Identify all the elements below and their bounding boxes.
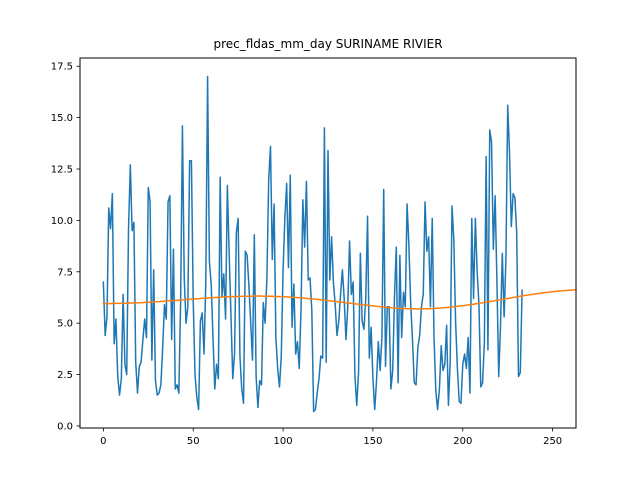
plot-area: [102, 75, 577, 413]
series-line-2: [102, 289, 577, 310]
y-tick-label: 2.5: [57, 370, 73, 381]
y-tick-label: 15.0: [51, 113, 73, 124]
y-tick-label: 7.5: [57, 267, 73, 278]
x-tick-label: 150: [363, 436, 382, 447]
y-axis: 0.0 2.5 5.0 7.5 10.0 12.5 15.0 17.5: [51, 62, 80, 432]
x-tick-label: 100: [274, 436, 293, 447]
x-tick-label: 50: [187, 436, 200, 447]
x-tick-label: 0: [100, 436, 106, 447]
chart-title: prec_fldas_mm_day SURINAME RIVIER: [213, 37, 442, 51]
y-tick-label: 10.0: [51, 216, 73, 227]
x-tick-label: 200: [453, 436, 472, 447]
y-tick-label: 5.0: [57, 319, 73, 330]
y-tick-label: 17.5: [51, 62, 73, 73]
y-tick-label: 0.0: [57, 421, 73, 432]
y-tick-label: 12.5: [51, 165, 73, 176]
x-tick-label: 250: [543, 436, 562, 447]
series-line-1: [102, 75, 523, 413]
axes-frame: [79, 57, 577, 429]
x-axis: 0 50 100 150 200 250: [100, 428, 562, 447]
